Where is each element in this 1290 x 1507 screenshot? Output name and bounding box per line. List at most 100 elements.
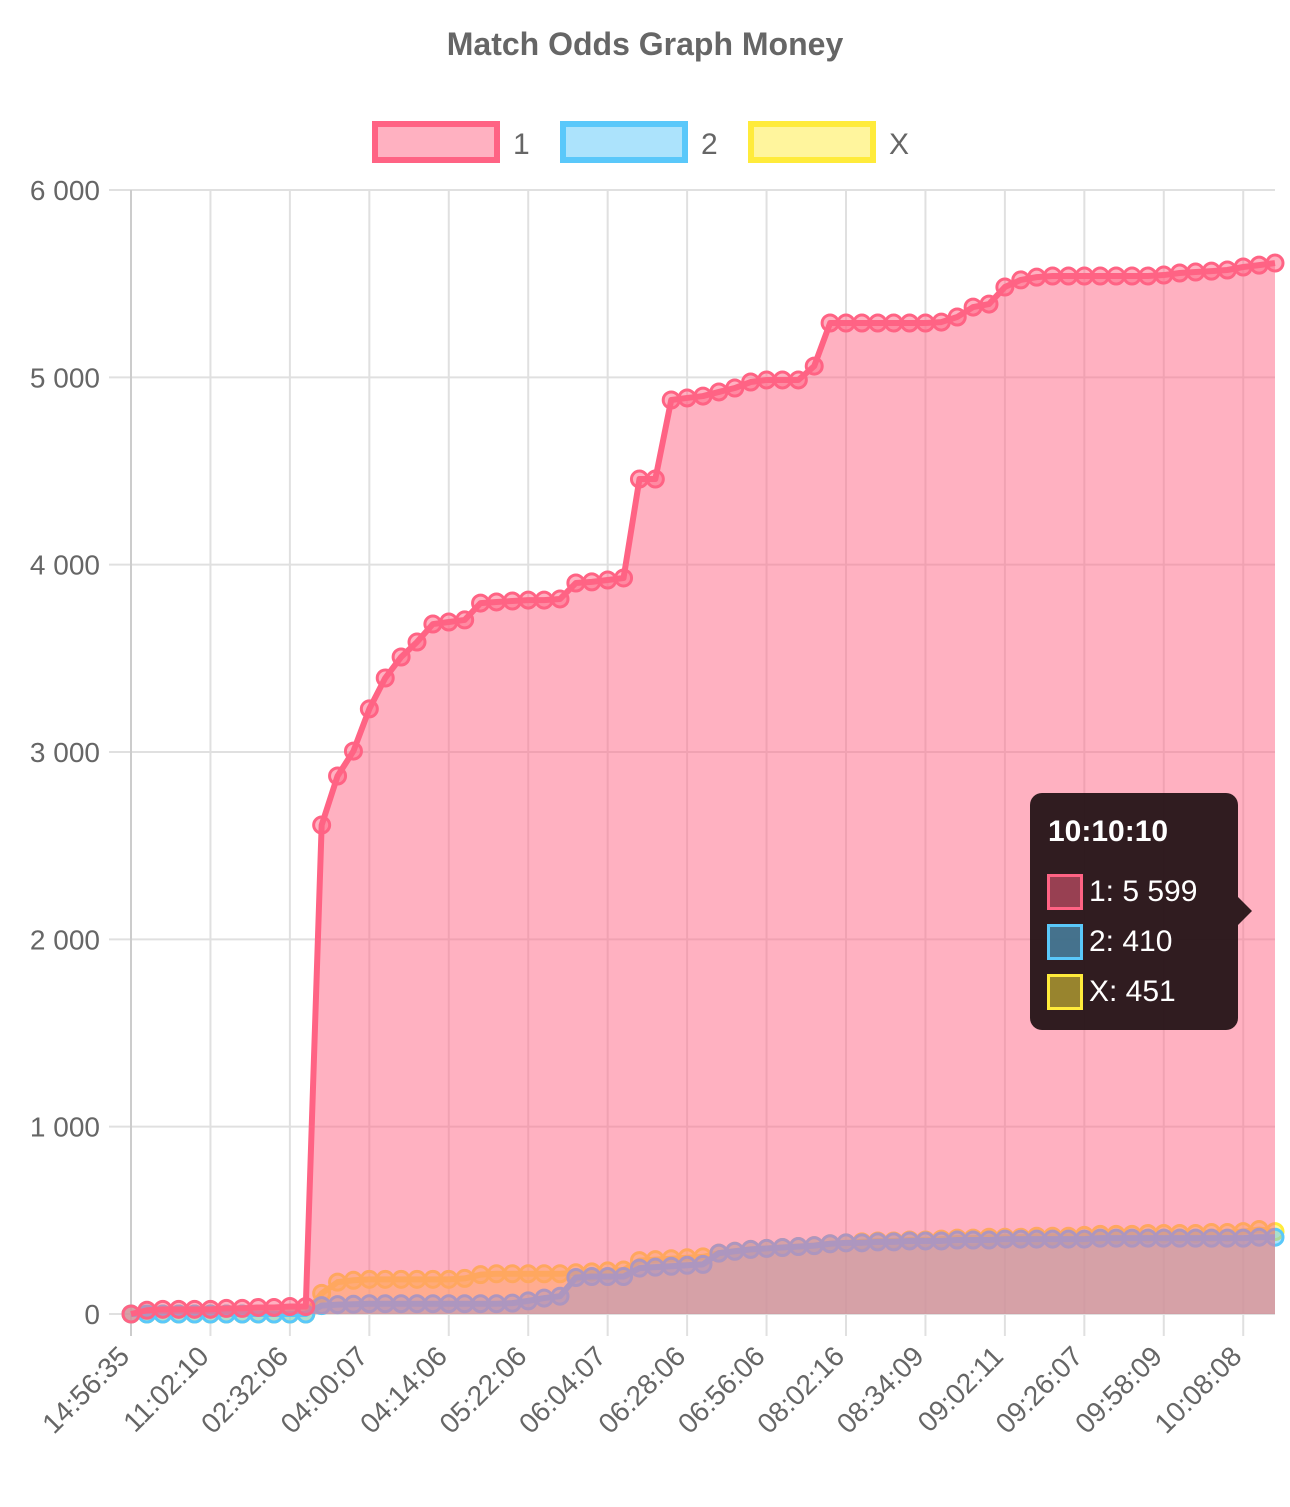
data-point (296, 1297, 316, 1317)
data-point (931, 312, 951, 332)
data-point (169, 1299, 189, 1319)
data-point (137, 1300, 157, 1320)
data-point (407, 632, 427, 652)
data-point (471, 593, 491, 613)
data-point (741, 372, 761, 392)
data-point (216, 1298, 236, 1318)
data-point (200, 1299, 220, 1319)
data-point (757, 370, 777, 390)
tooltip-item: 1: 5 599 (1047, 873, 1197, 911)
data-point (915, 313, 935, 333)
data-point (1249, 255, 1269, 275)
data-point (328, 766, 348, 786)
data-point (947, 307, 967, 327)
tooltip-text: 1: 5 599 (1089, 875, 1198, 908)
data-point (852, 313, 872, 333)
data-point (566, 573, 586, 593)
data-point (582, 572, 602, 592)
data-point (280, 1297, 300, 1317)
x-tick-label: 06:28:06 (592, 1340, 691, 1439)
y-tick-label: 3 000 (30, 737, 100, 768)
data-point (1027, 267, 1047, 287)
data-point (963, 297, 983, 317)
data-point (232, 1298, 252, 1318)
data-point (1122, 266, 1142, 286)
data-point (836, 313, 856, 333)
y-tick-label: 5 000 (30, 362, 100, 393)
data-point (995, 277, 1015, 297)
data-point (359, 699, 379, 719)
x-tick-label: 04:00:07 (275, 1340, 374, 1439)
data-point (1170, 263, 1190, 283)
data-point (725, 378, 745, 398)
data-point (343, 741, 363, 761)
data-point (1138, 266, 1158, 286)
x-tick-label: 09:26:07 (990, 1340, 1089, 1439)
x-tick-label: 06:56:06 (672, 1340, 771, 1439)
data-point (1090, 266, 1110, 286)
data-point (534, 590, 554, 610)
x-tick-label: 02:32:06 (195, 1340, 294, 1439)
legend-label: 2 (701, 128, 718, 161)
data-point (614, 568, 634, 588)
x-tick-label: 08:02:16 (751, 1340, 850, 1439)
data-point (1011, 270, 1031, 290)
data-point (598, 570, 618, 590)
data-point (645, 469, 665, 489)
data-point (1265, 253, 1285, 273)
data-point (153, 1299, 173, 1319)
data-point (661, 390, 681, 410)
data-point (486, 592, 506, 612)
data-point (979, 294, 999, 314)
data-point (868, 313, 888, 333)
area-fill (131, 263, 1275, 1314)
data-point (1201, 261, 1221, 281)
y-tick-label: 6 000 (30, 175, 100, 206)
data-point (439, 612, 459, 632)
data-point (788, 370, 808, 390)
data-point (820, 313, 840, 333)
data-point (1154, 265, 1174, 285)
data-point (518, 590, 538, 610)
data-point (1106, 266, 1126, 286)
x-tick-label: 05:22:06 (433, 1340, 532, 1439)
x-tick-label: 10:08:08 (1148, 1340, 1247, 1439)
y-tick-label: 2 000 (30, 924, 100, 955)
data-point (1043, 266, 1063, 286)
legend-label: 1 (513, 128, 530, 161)
tooltip-arrow (1238, 897, 1252, 925)
tooltip-item: 2: 410 (1047, 923, 1172, 961)
data-point (900, 313, 920, 333)
legend-label: X (889, 128, 909, 161)
tooltip-title: 10:10:10 (1048, 815, 1169, 848)
tooltip-swatch (1047, 874, 1083, 910)
data-point (1074, 266, 1094, 286)
data-point (121, 1304, 141, 1324)
data-point (502, 591, 522, 611)
data-point (423, 614, 443, 634)
x-tick-label: 08:34:09 (831, 1340, 930, 1439)
data-point (312, 815, 332, 835)
data-point (248, 1297, 268, 1317)
data-point (693, 386, 713, 406)
tooltip-swatch (1047, 974, 1083, 1010)
data-point (772, 370, 792, 390)
legend-swatch (560, 121, 688, 163)
data-point (264, 1297, 284, 1317)
data-point (375, 668, 395, 688)
x-tick-label: 14:56:35 (36, 1340, 135, 1439)
data-point (1186, 262, 1206, 282)
data-point (391, 647, 411, 667)
y-tick-label: 4 000 (30, 550, 100, 581)
x-tick-label: 04:14:06 (354, 1340, 453, 1439)
legend-swatch (748, 121, 876, 163)
data-point (629, 469, 649, 489)
legend-swatch (372, 121, 500, 163)
data-point (677, 388, 697, 408)
x-tick-label: 09:58:09 (1069, 1340, 1168, 1439)
tooltip: 10:10:10 1: 5 599 2: 410 X: 451 (1030, 793, 1252, 1030)
y-tick-label: 1 000 (30, 1112, 100, 1143)
chart-title: Match Odds Graph Money (447, 26, 844, 62)
